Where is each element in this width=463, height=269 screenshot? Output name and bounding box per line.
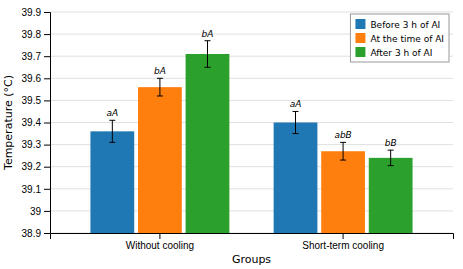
y-tick-mark [44, 233, 50, 234]
grid [50, 12, 453, 233]
y-tick-mark [44, 123, 50, 124]
y-tick-label: 39.4 [22, 117, 42, 128]
legend-label: Before 3 h of AI [370, 20, 440, 30]
chart: aAaAbAabBbAbB38.93939.139.239.339.439.53… [0, 0, 463, 269]
x-tick-mark [343, 233, 344, 239]
annotation: bB [385, 138, 397, 148]
annotation: bA [154, 66, 166, 76]
plot-area [90, 41, 412, 233]
bar [138, 87, 182, 233]
y-tick-label: 39.6 [22, 73, 42, 84]
y-tick-mark [44, 100, 50, 101]
y-tick-mark [44, 189, 50, 190]
x-axis-line [51, 234, 454, 240]
bar [274, 123, 318, 234]
legend-swatch [355, 33, 365, 43]
y-tick-label: 38.9 [22, 228, 42, 239]
y-tick: 39.2 [22, 161, 50, 172]
legend-swatch [355, 47, 365, 57]
error-bar [109, 120, 115, 142]
y-tick: 39.3 [22, 139, 50, 150]
y-tick-label: 39 [30, 206, 42, 217]
y-tick-label: 39.2 [22, 161, 42, 172]
y-tick: 38.9 [22, 228, 50, 239]
bar [321, 151, 365, 233]
y-tick: 39.5 [22, 95, 50, 106]
x-axis: Without cooling Short-term cooling [51, 233, 454, 251]
x-tick-label: Short-term cooling [302, 240, 384, 251]
y-tick-mark [44, 145, 50, 146]
legend-item: At the time of AI [355, 33, 444, 44]
annotation: aA [106, 108, 118, 118]
bar [186, 54, 230, 233]
x-tick: Without cooling [126, 233, 194, 251]
legend-label: At the time of AI [370, 34, 444, 44]
legend-item: Before 3 h of AI [355, 19, 440, 30]
y-tick-label: 39.8 [22, 29, 42, 40]
bar [90, 131, 134, 233]
y-tick-label: 39.1 [22, 184, 42, 195]
x-tick-label: Without cooling [126, 240, 194, 251]
grid-line [50, 78, 453, 79]
y-tick: 39.6 [22, 73, 50, 84]
grid-line [50, 122, 453, 123]
y-tick-mark [44, 78, 50, 79]
y-axis-title: Temperature (°C) [2, 75, 15, 171]
y-tick: 39.9 [22, 7, 50, 18]
y-tick-label: 39.3 [22, 139, 42, 150]
y-tick-label: 39.9 [22, 7, 42, 18]
y-tick-label: 39.5 [22, 95, 42, 106]
error-bar [293, 111, 299, 133]
annotation: abB [334, 130, 351, 140]
legend-swatch [355, 19, 365, 29]
error-bar [157, 78, 163, 96]
y-tick-label: 39.7 [22, 51, 42, 62]
grid-line [50, 100, 453, 101]
annotation: aA [290, 99, 302, 109]
y-tick: 39.1 [22, 184, 50, 195]
y-axis-line [44, 13, 51, 234]
x-axis-title: Groups [232, 253, 271, 266]
y-tick-mark [44, 167, 50, 168]
y-tick: 39.7 [22, 51, 50, 62]
legend: Before 3 h of AI At the time of AI After 3… [350, 14, 449, 62]
y-tick: 39 [30, 206, 50, 217]
chart-container: aAaAbAabBbAbB38.93939.139.239.339.439.53… [0, 0, 463, 269]
y-tick-mark [44, 34, 50, 35]
y-tick-mark [44, 12, 50, 13]
error-bar [388, 150, 394, 165]
legend-frame [350, 14, 449, 62]
grid-line [50, 12, 453, 13]
bar [369, 158, 413, 233]
y-tick: 39.4 [22, 117, 50, 128]
y-axis: 38.9 39 39.1 39.2 39.3 39.4 39.5 39.6 39.7 39.8 39… [22, 7, 51, 239]
y-tick-mark [44, 56, 50, 57]
legend-label: After 3 h of AI [370, 48, 432, 58]
error-bar [204, 41, 210, 68]
x-tick: Short-term cooling [302, 233, 384, 251]
error-bar [340, 142, 346, 160]
y-tick: 39.8 [22, 29, 50, 40]
legend-item: After 3 h of AI [355, 47, 432, 58]
x-tick-mark [159, 233, 160, 239]
annotation: bA [202, 29, 214, 39]
y-tick-mark [44, 211, 50, 212]
